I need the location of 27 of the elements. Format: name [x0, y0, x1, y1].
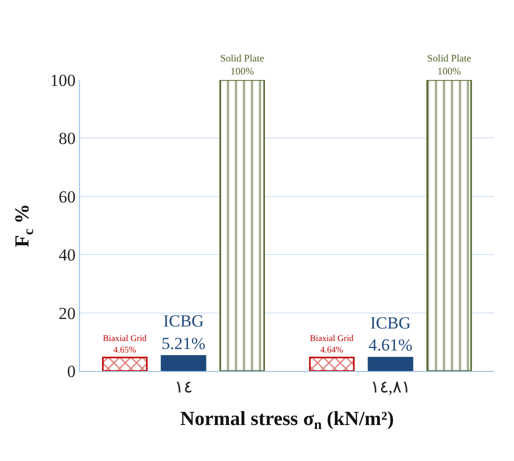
y-tick-label: 80	[58, 129, 76, 148]
bar	[219, 80, 265, 371]
data-label: 100%	[230, 66, 255, 78]
data-label: 4.65%	[113, 344, 137, 354]
x-axis-title: Normal stress σ$_{n}$ (kN/m²)	[180, 408, 394, 434]
y-tick-label: 0	[67, 362, 76, 381]
data-label: 4.61%	[368, 336, 412, 355]
series-label: Solid Plate	[220, 54, 265, 65]
bar	[160, 355, 206, 371]
series-label: ICBG	[163, 312, 204, 331]
x-tick-label: ١٤,٨١	[370, 377, 411, 396]
bar	[426, 80, 472, 371]
y-tick-label: 40	[58, 246, 76, 265]
bar	[309, 356, 355, 371]
data-label: 5.21%	[162, 334, 206, 353]
y-tick-label: 20	[58, 304, 76, 323]
bar	[102, 356, 148, 371]
series-label: Biaxial Grid	[310, 332, 354, 343]
y-tick-label: 60	[58, 187, 76, 206]
data-label: 100%	[437, 66, 462, 78]
text: Solid Plate	[427, 54, 472, 65]
text: ICBG	[370, 313, 411, 332]
x-tick-label: ١٤	[174, 377, 192, 396]
y-tick-label: 100	[50, 70, 76, 90]
text: Biaxial Grid	[102, 332, 147, 343]
data-label: 4.64%	[320, 344, 344, 354]
bar	[368, 356, 414, 371]
